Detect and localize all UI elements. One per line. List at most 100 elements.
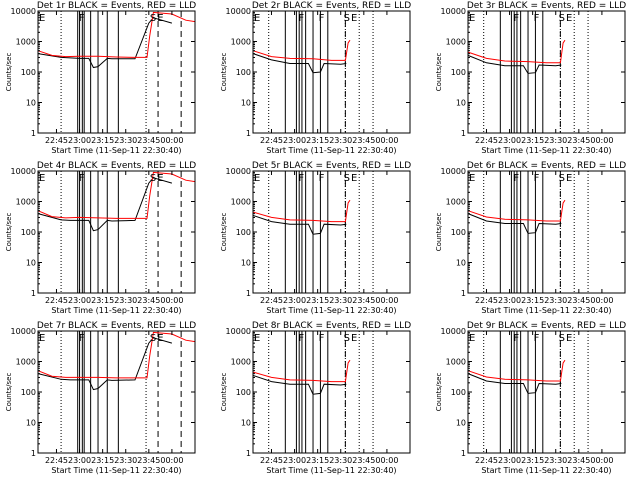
y-tick-label: 100 [451,388,466,397]
event-marker: S [344,333,350,344]
event-marker: E [157,173,163,184]
event-marker: E [254,173,260,184]
x-tick-label: 00:00 [375,136,398,145]
y-tick-label: 10 [456,419,466,428]
x-tick-label: 00:00 [590,456,613,465]
series-line-events [467,373,562,394]
y-tick-label: 100 [451,68,466,77]
event-marker: S [150,333,156,344]
plot-frame [467,170,626,294]
x-tick-label: 23:00 [283,456,306,465]
y-axis-label: Counts/sec [5,373,13,412]
y-tick-label: 10 [241,419,251,428]
x-tick-label: 23:15 [521,456,544,465]
y-tick-label: 1000 [446,38,466,47]
x-tick-label: 23:15 [91,296,114,305]
plot-frame [467,10,626,134]
x-tick-label: 23:45 [137,296,160,305]
detector-panel-7: Det 7r BLACK = Events, RED = LLD 1 10 100 10… [5,321,196,475]
x-tick-label: 23:30 [544,456,567,465]
event-marker: E [566,333,572,344]
series-line-events [467,54,562,74]
x-tick-label: 23:15 [91,136,114,145]
event-marker: F [513,333,519,344]
y-tick-label: 1000 [446,198,466,207]
y-tick-label: 1 [31,449,36,458]
event-marker: F [79,13,85,24]
x-tick-label: 23:45 [567,136,590,145]
event-marker: E [469,13,475,24]
y-tick-label: 1 [461,449,466,458]
series-line-lld [252,39,351,61]
x-tick-label: 23:15 [91,456,114,465]
y-tick-label: 1000 [16,358,36,367]
x-tick-label: 23:00 [283,296,306,305]
y-tick-label: 1 [461,129,466,138]
detector-panel-5: Det 5r BLACK = Events, RED = LLD 1 10 100 10… [220,161,411,315]
detector-panel-8: Det 8r BLACK = Events, RED = LLD 1 10 100 10… [220,321,411,475]
series-line-events [467,213,562,234]
x-tick-label: 23:00 [498,136,521,145]
x-tick-label: 23:30 [114,296,137,305]
detector-panel-1: Det 1r BLACK = Events, RED = LLD 1 10 100 10… [5,1,196,155]
event-marker: F [79,173,85,184]
event-marker: E [157,13,163,24]
y-axis-label: Counts/sec [220,53,228,92]
x-axis-label: Start Time (11-Sep-11 22:30:40) [481,306,611,315]
y-tick-label: 10000 [226,327,251,336]
y-tick-label: 1000 [231,198,251,207]
panel-title: Det 8r BLACK = Events, RED = LLD [252,321,411,331]
y-tick-label: 1 [31,289,36,298]
event-marker: S [150,13,156,24]
x-tick-label: 22:45 [45,136,68,145]
x-tick-label: 00:00 [160,296,183,305]
panel-title: Det 5r BLACK = Events, RED = LLD [252,161,411,171]
x-tick-label: 22:45 [260,136,283,145]
series-line-events [37,177,173,232]
event-marker: F [513,173,519,184]
series-line-events [37,17,173,69]
series-line-events [37,337,173,391]
event-marker: E [254,333,260,344]
x-tick-label: 00:00 [590,296,613,305]
x-tick-label: 23:15 [306,456,329,465]
y-tick-label: 10 [26,419,36,428]
x-tick-label: 23:30 [329,456,352,465]
detector-panel-4: Det 4r BLACK = Events, RED = LLD 1 10 100 10… [5,161,196,315]
event-marker: E [351,173,357,184]
y-tick-label: 10000 [11,167,36,176]
x-tick-label: 23:15 [521,136,544,145]
y-tick-label: 1000 [16,198,36,207]
x-tick-label: 23:45 [567,296,590,305]
x-tick-label: 22:45 [475,296,498,305]
event-marker: E [39,173,45,184]
x-tick-label: 23:45 [137,456,160,465]
y-axis-label: Counts/sec [435,213,443,252]
y-tick-label: 10000 [11,327,36,336]
x-tick-label: 23:45 [567,456,590,465]
event-marker: S [559,173,565,184]
x-tick-label: 23:30 [114,136,137,145]
y-axis-label: Counts/sec [435,373,443,412]
event-marker: F [534,333,540,344]
y-tick-label: 1 [246,129,251,138]
y-tick-label: 100 [236,388,251,397]
event-marker: E [351,13,357,24]
event-marker: S [344,13,350,24]
plot-frame [467,330,626,454]
y-axis-label: Counts/sec [5,53,13,92]
plot-frame [252,170,411,294]
y-axis-label: Counts/sec [5,213,13,252]
series-line-lld [467,359,566,382]
x-tick-label: 23:00 [498,296,521,305]
x-tick-label: 23:30 [114,456,137,465]
x-axis-label: Start Time (11-Sep-11 22:30:40) [481,466,611,475]
event-marker: E [254,13,260,24]
y-axis-label: Counts/sec [435,53,443,92]
y-tick-label: 1 [246,289,251,298]
y-tick-label: 1 [246,449,251,458]
panel-title: Det 6r BLACK = Events, RED = LLD [467,161,626,171]
x-tick-label: 00:00 [590,136,613,145]
y-tick-label: 1 [31,129,36,138]
